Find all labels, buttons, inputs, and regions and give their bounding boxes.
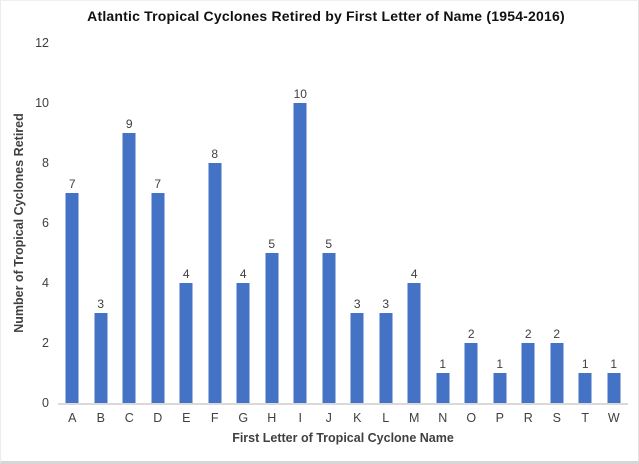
bar bbox=[122, 133, 136, 403]
bar bbox=[151, 193, 165, 403]
x-tick-label: I bbox=[298, 411, 302, 425]
x-tick-label: E bbox=[182, 411, 191, 425]
bar-value-label: 9 bbox=[125, 117, 133, 131]
x-tick-label: L bbox=[382, 411, 390, 425]
bar-column-T: 1 bbox=[578, 358, 592, 403]
bar-column-N: 1 bbox=[436, 358, 450, 403]
bar bbox=[550, 343, 564, 403]
bar-value-label: 5 bbox=[325, 237, 333, 251]
bar bbox=[493, 373, 507, 403]
y-tick-label: 6 bbox=[42, 216, 49, 230]
bar-value-label: 4 bbox=[182, 267, 190, 281]
bar-column-A: 7 bbox=[65, 178, 79, 403]
bar-column-H: 5 bbox=[265, 238, 279, 403]
bar-value-label: 1 bbox=[581, 357, 589, 371]
bar-column-R: 2 bbox=[521, 328, 535, 403]
bar-value-label: 3 bbox=[353, 297, 361, 311]
bar bbox=[521, 343, 535, 403]
bar-column-D: 7 bbox=[151, 178, 165, 403]
bar-value-label: 7 bbox=[68, 177, 76, 191]
x-tick-label: H bbox=[267, 411, 277, 425]
bar-column-O: 2 bbox=[464, 328, 478, 403]
y-tick-label: 2 bbox=[42, 336, 49, 350]
y-tick-label: 0 bbox=[42, 396, 49, 410]
bar-value-label: 3 bbox=[382, 297, 390, 311]
bar-column-F: 8 bbox=[208, 148, 222, 403]
x-tick-label: J bbox=[325, 411, 332, 425]
bar bbox=[322, 253, 336, 403]
bar-value-label: 4 bbox=[239, 267, 247, 281]
x-tick-label: A bbox=[68, 411, 77, 425]
x-tick-label: B bbox=[96, 411, 105, 425]
bar-value-label: 10 bbox=[293, 87, 307, 101]
y-tick-label: 8 bbox=[42, 156, 49, 170]
y-tick-label: 4 bbox=[42, 276, 49, 290]
bar-column-B: 3 bbox=[94, 298, 108, 403]
bar-column-P: 1 bbox=[493, 358, 507, 403]
bar bbox=[436, 373, 450, 403]
y-tick-label: 10 bbox=[35, 96, 49, 110]
x-tick-label: R bbox=[523, 411, 533, 425]
bar-value-label: 1 bbox=[610, 357, 618, 371]
x-tick-label: D bbox=[153, 411, 163, 425]
x-tick-label: G bbox=[238, 411, 249, 425]
x-tick-label: N bbox=[438, 411, 448, 425]
bar bbox=[350, 313, 364, 403]
x-tick-label: P bbox=[495, 411, 504, 425]
bar-value-label: 1 bbox=[496, 357, 504, 371]
bar bbox=[236, 283, 250, 403]
bar-value-label: 8 bbox=[211, 147, 219, 161]
bar bbox=[293, 103, 307, 403]
x-tick-label: M bbox=[409, 411, 420, 425]
bar-value-label: 1 bbox=[439, 357, 447, 371]
x-tick-label: T bbox=[581, 411, 590, 425]
x-tick-label: F bbox=[210, 411, 219, 425]
bar-value-label: 2 bbox=[467, 327, 475, 341]
x-tick-label: C bbox=[124, 411, 134, 425]
bar-value-label: 4 bbox=[410, 267, 418, 281]
x-tick-label: S bbox=[552, 411, 561, 425]
bar-value-label: 5 bbox=[268, 237, 276, 251]
bar bbox=[94, 313, 108, 403]
bar-value-label: 2 bbox=[524, 327, 532, 341]
bar bbox=[379, 313, 393, 403]
bar-value-label: 7 bbox=[154, 177, 162, 191]
plot-area: 7 3 9 7 4 8 4 5 10 5 3 3 4 1 2 1 2 2 1 1 bbox=[58, 43, 628, 405]
bar-column-S: 2 bbox=[550, 328, 564, 403]
bar bbox=[464, 343, 478, 403]
bar bbox=[607, 373, 621, 403]
bar-column-J: 5 bbox=[322, 238, 336, 403]
bar-column-C: 9 bbox=[122, 118, 136, 403]
chart-title: Atlantic Tropical Cyclones Retired by Fi… bbox=[87, 8, 565, 24]
bar bbox=[265, 253, 279, 403]
bar-column-E: 4 bbox=[179, 268, 193, 403]
bar bbox=[208, 163, 222, 403]
bar bbox=[578, 373, 592, 403]
x-axis-title: First Letter of Tropical Cyclone Name bbox=[232, 431, 454, 445]
bar bbox=[65, 193, 79, 403]
x-tick-label: O bbox=[466, 411, 477, 425]
bar-column-G: 4 bbox=[236, 268, 250, 403]
bar-column-I: 10 bbox=[293, 88, 307, 403]
x-tick-label: W bbox=[607, 411, 620, 425]
x-tick-label: K bbox=[353, 411, 362, 425]
bar-column-L: 3 bbox=[379, 298, 393, 403]
bar-column-M: 4 bbox=[407, 268, 421, 403]
bar-value-label: 2 bbox=[553, 327, 561, 341]
bar-value-label: 3 bbox=[97, 297, 105, 311]
bar-column-K: 3 bbox=[350, 298, 364, 403]
bar bbox=[179, 283, 193, 403]
y-tick-label: 12 bbox=[35, 36, 49, 50]
bar bbox=[407, 283, 421, 403]
bar-column-W: 1 bbox=[607, 358, 621, 403]
